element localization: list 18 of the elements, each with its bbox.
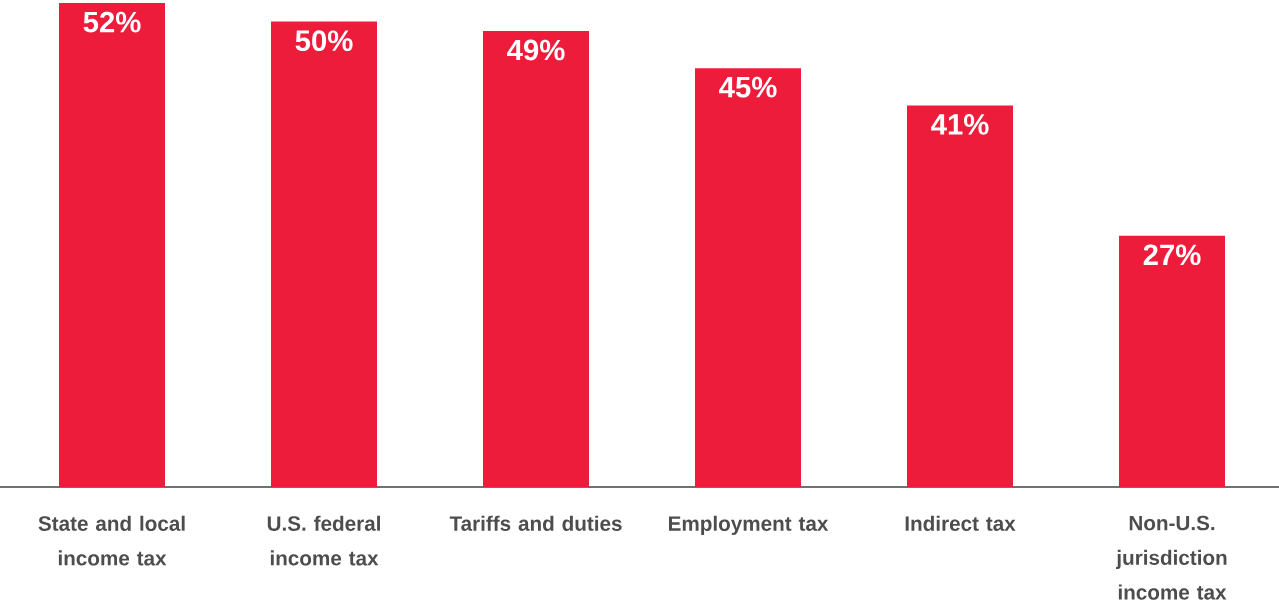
data-label: 45% <box>719 76 777 98</box>
data-label: 41% <box>931 114 989 135</box>
data-label: 49% <box>507 39 565 61</box>
data-label: 52% <box>83 11 141 33</box>
data-label: 50% <box>295 30 353 52</box>
x-tick-label: Tariffs and duties <box>449 515 622 531</box>
bar <box>1119 235 1226 487</box>
bar <box>695 68 802 487</box>
x-tick-label: Employment tax <box>669 515 829 535</box>
data-label: 27% <box>1143 244 1201 266</box>
x-tick-label: Indirect tax <box>905 515 1016 531</box>
x-tick-label: State and local income tax <box>38 515 185 566</box>
x-tick-label: Non-U.S. jurisdiction income tax <box>1116 515 1227 600</box>
bar <box>59 3 166 487</box>
bar <box>907 105 1014 487</box>
bar <box>483 30 590 487</box>
bar <box>271 21 378 487</box>
x-tick-label: U.S. federal income tax <box>267 515 380 566</box>
